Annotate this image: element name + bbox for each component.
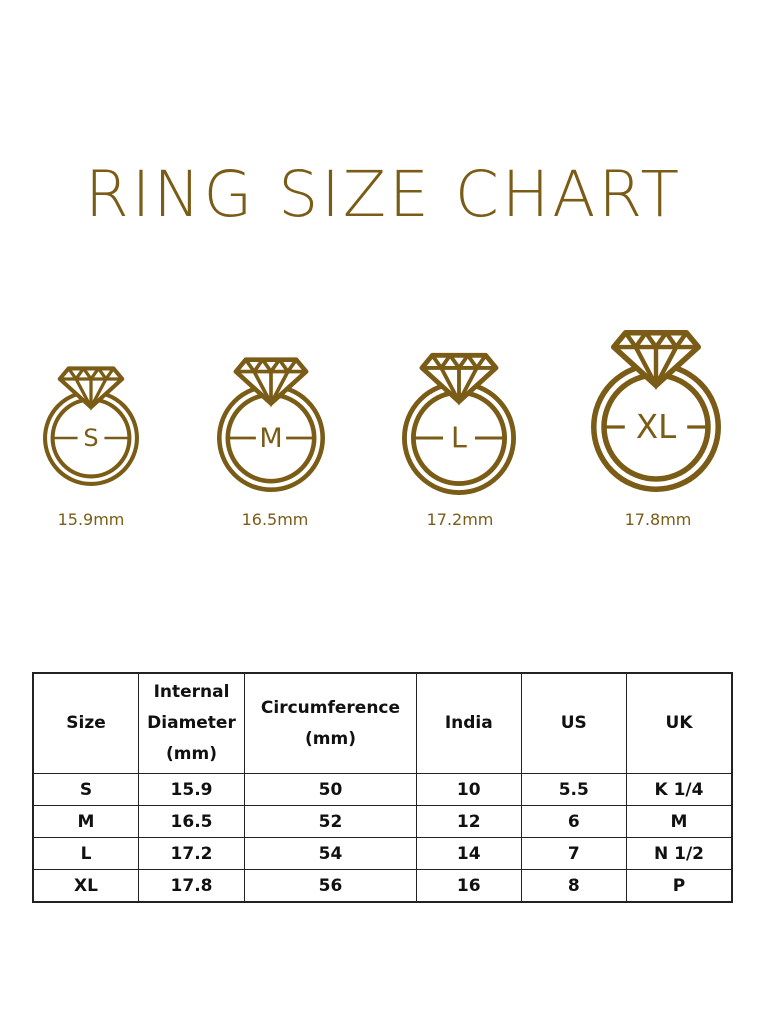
table-cell: N 1/2 — [626, 837, 733, 870]
ring-size-label: L — [451, 422, 467, 455]
table-cell: 56 — [244, 869, 417, 903]
table-cell: K 1/4 — [626, 773, 733, 806]
header-us: US — [520, 672, 628, 774]
ring-illustrations: S M L XL — [43, 329, 722, 495]
table-cell: 14 — [415, 837, 522, 870]
header-uk: UK — [626, 672, 733, 774]
table-cell: 52 — [244, 805, 417, 838]
diamond-facets — [613, 331, 699, 391]
diamond-facets — [59, 367, 123, 411]
table-cell: S — [32, 773, 140, 806]
table-cell: 50 — [244, 773, 417, 806]
page-title: RING SIZE CHART — [84, 158, 683, 231]
table-cell: 12 — [415, 805, 522, 838]
table-row: S 15.9 50 10 5.5 K 1/4 — [32, 773, 733, 806]
table-cell: M — [626, 805, 733, 838]
ring-diameter-l: 17.2mm — [426, 510, 494, 529]
table-row: XL 17.8 56 16 8 P — [32, 869, 733, 903]
table-cell: 17.8 — [138, 869, 245, 903]
table-cell: P — [626, 869, 733, 903]
header-size: Size — [32, 672, 140, 774]
table-cell: 5.5 — [520, 773, 628, 806]
table-cell: M — [32, 805, 140, 838]
table-row: L 17.2 54 14 7 N 1/2 — [32, 837, 733, 870]
table-cell: 17.2 — [138, 837, 245, 870]
table-cell: XL — [32, 869, 140, 903]
table-cell: 16.5 — [138, 805, 245, 838]
table-cell: 16 — [415, 869, 522, 903]
table-cell: L — [32, 837, 140, 870]
ring-size-label: M — [259, 423, 282, 454]
table-cell: 7 — [520, 837, 628, 870]
table-cell: 10 — [415, 773, 522, 806]
table-row: M 16.5 52 12 6 M — [32, 805, 733, 838]
diamond-facets — [235, 358, 307, 408]
table-cell: 54 — [244, 837, 417, 870]
ring-size-label: S — [83, 424, 98, 452]
header-india: India — [415, 672, 522, 774]
table-cell: 15.9 — [138, 773, 245, 806]
table-cell: 8 — [520, 869, 628, 903]
ring-size-label: XL — [636, 408, 676, 446]
table-header-row: Size Internal Diameter (mm) Circumferenc… — [32, 672, 733, 774]
ring-diameter-s: 15.9mm — [57, 510, 125, 529]
diamond-facets — [421, 354, 497, 406]
table-cell: 6 — [520, 805, 628, 838]
size-table: Size Internal Diameter (mm) Circumferenc… — [32, 672, 733, 903]
header-internal-diameter: Internal Diameter (mm) — [138, 672, 245, 774]
ring-diameter-m: 16.5mm — [241, 510, 309, 529]
header-circumference: Circumference (mm) — [244, 672, 417, 774]
ring-diameter-xl: 17.8mm — [624, 510, 692, 529]
